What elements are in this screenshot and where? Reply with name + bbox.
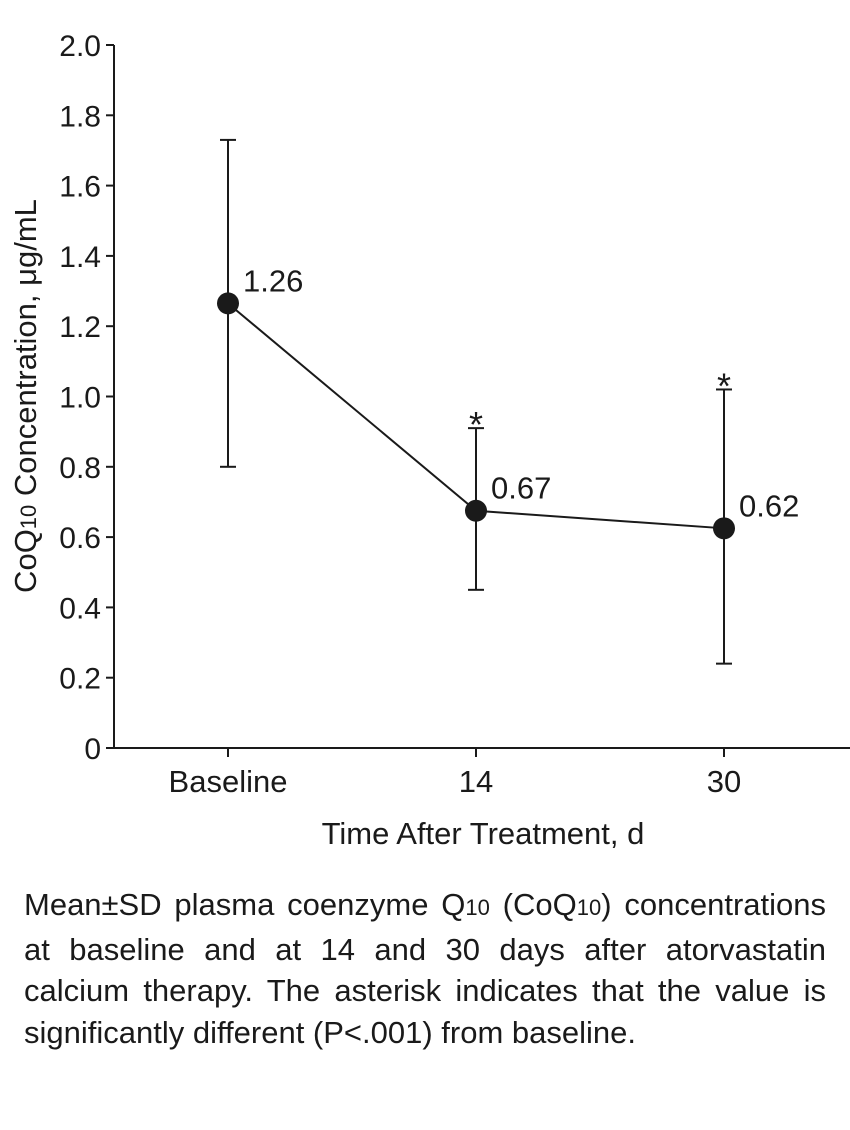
y-axis-title: CoQ10 Concentration, μg/mL: [8, 199, 43, 593]
y-tick-label: 0.4: [59, 592, 101, 625]
data-label: 0.67: [491, 471, 551, 506]
data-point: [217, 292, 239, 315]
data-point: [713, 517, 735, 540]
x-tick-label: 30: [707, 764, 741, 799]
y-tick-label: 0.6: [59, 522, 101, 555]
y-tick-label: 1.4: [59, 241, 101, 274]
x-tick-label: 14: [459, 764, 493, 799]
data-labels: 1.26 0.67 0.62: [243, 263, 799, 523]
y-tick-label: 1.8: [59, 100, 101, 133]
data-point: [465, 499, 487, 522]
x-axis-ticks: Baseline 14 30: [169, 748, 741, 799]
coq10-line-chart: 0 0.2 0.4 0.6 0.8 1.0 1.2 1.4 1.6 1.8 2.0 Baseline…: [8, 30, 850, 851]
data-label: 0.62: [739, 488, 799, 523]
y-tick-label: 1.0: [59, 382, 101, 415]
x-axis-title: Time After Treatment, d: [322, 816, 645, 851]
y-tick-label: 0.8: [59, 452, 101, 485]
y-tick-label: 1.6: [59, 171, 101, 204]
y-axis-ticks: 0 0.2 0.4 0.6 0.8 1.0 1.2 1.4 1.6 1.8 2.0: [59, 30, 114, 766]
significance-asterisk: *: [717, 365, 731, 406]
data-label: 1.26: [243, 263, 303, 298]
figure-caption: Mean±SD plasma coenzyme Q10 (CoQ10) conc…: [24, 887, 826, 1050]
y-tick-label: 1.2: [59, 311, 101, 344]
error-bars: [220, 138, 732, 665]
y-tick-label: 0: [84, 733, 101, 766]
y-tick-label: 0.2: [59, 663, 101, 696]
data-points: [217, 292, 735, 540]
significance-markers: **: [469, 365, 731, 445]
x-tick-label: Baseline: [169, 764, 288, 799]
significance-asterisk: *: [469, 404, 483, 445]
axes: [113, 45, 850, 749]
y-tick-label: 2.0: [59, 30, 101, 63]
